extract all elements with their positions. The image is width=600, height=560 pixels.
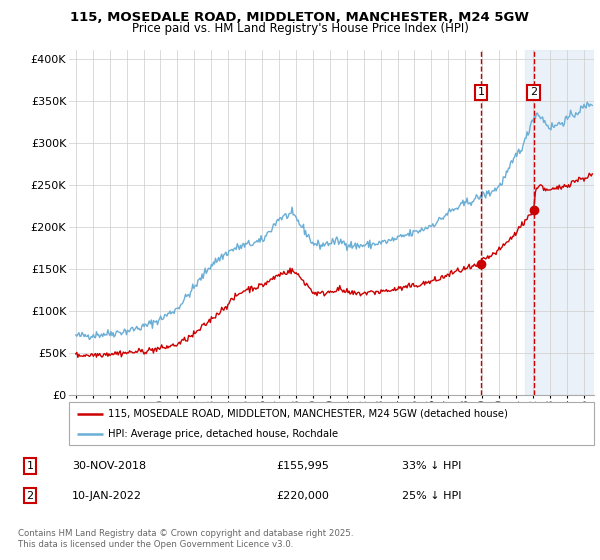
Text: Contains HM Land Registry data © Crown copyright and database right 2025.
This d: Contains HM Land Registry data © Crown c… bbox=[18, 529, 353, 549]
Text: £220,000: £220,000 bbox=[276, 491, 329, 501]
Text: 30-NOV-2018: 30-NOV-2018 bbox=[72, 461, 146, 471]
Text: 115, MOSEDALE ROAD, MIDDLETON, MANCHESTER, M24 5GW (detached house): 115, MOSEDALE ROAD, MIDDLETON, MANCHESTE… bbox=[109, 409, 508, 419]
Text: 1: 1 bbox=[26, 461, 34, 471]
Bar bbox=[524, 50, 594, 395]
Text: 115, MOSEDALE ROAD, MIDDLETON, MANCHESTER, M24 5GW: 115, MOSEDALE ROAD, MIDDLETON, MANCHESTE… bbox=[71, 11, 530, 24]
Text: HPI: Average price, detached house, Rochdale: HPI: Average price, detached house, Roch… bbox=[109, 430, 338, 439]
FancyBboxPatch shape bbox=[69, 402, 594, 445]
Text: 2: 2 bbox=[530, 87, 537, 97]
Text: Price paid vs. HM Land Registry's House Price Index (HPI): Price paid vs. HM Land Registry's House … bbox=[131, 22, 469, 35]
Text: 2: 2 bbox=[26, 491, 34, 501]
Text: 33% ↓ HPI: 33% ↓ HPI bbox=[402, 461, 461, 471]
Text: 25% ↓ HPI: 25% ↓ HPI bbox=[402, 491, 461, 501]
Text: £155,995: £155,995 bbox=[276, 461, 329, 471]
Text: 1: 1 bbox=[478, 87, 484, 97]
Text: 10-JAN-2022: 10-JAN-2022 bbox=[72, 491, 142, 501]
